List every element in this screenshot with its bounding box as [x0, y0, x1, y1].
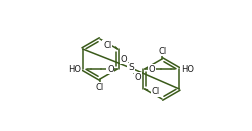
- Text: O: O: [107, 64, 114, 73]
- Text: Cl: Cl: [152, 88, 160, 97]
- Text: HO: HO: [68, 64, 81, 73]
- Text: HO: HO: [181, 64, 194, 73]
- Text: Cl: Cl: [159, 47, 167, 56]
- Text: O: O: [121, 54, 127, 64]
- Text: O: O: [148, 64, 155, 73]
- Text: Cl: Cl: [103, 40, 111, 50]
- Text: O: O: [135, 72, 141, 81]
- Text: Cl: Cl: [96, 83, 104, 91]
- Text: S: S: [128, 64, 134, 72]
